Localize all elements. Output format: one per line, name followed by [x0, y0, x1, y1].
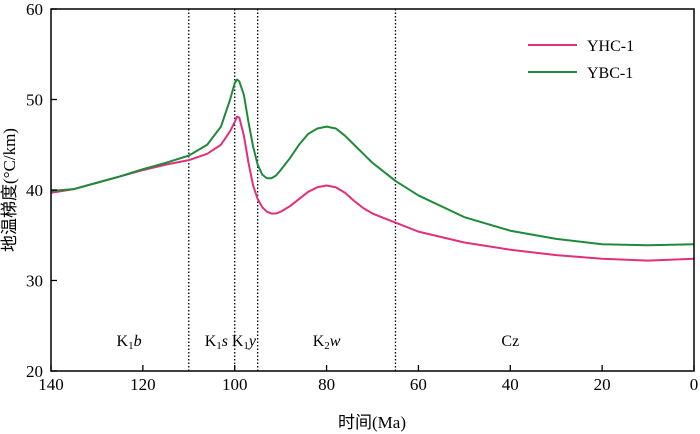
- y-tick-label: 20: [26, 362, 43, 381]
- y-tick-label: 50: [26, 91, 43, 110]
- x-tick-label: 120: [130, 375, 156, 394]
- x-tick-label: 100: [222, 375, 248, 394]
- series-lines: [51, 78, 694, 262]
- y-tick-label: 30: [26, 272, 43, 291]
- y-tick-label: 60: [26, 0, 43, 19]
- x-tick-label: 140: [38, 375, 64, 394]
- legend-label: YHC-1: [587, 38, 634, 55]
- legend-label: YBC-1: [587, 65, 633, 82]
- period-label: K1y: [232, 333, 257, 352]
- y-tick-label: 40: [26, 181, 43, 200]
- boundary-lines: [188, 9, 397, 371]
- x-tick-label: 20: [594, 375, 611, 394]
- series-line-ybc-1: [51, 78, 694, 247]
- period-label: K1s: [205, 333, 228, 352]
- period-label: K2w: [313, 333, 341, 352]
- x-tick-label: 60: [410, 375, 427, 394]
- series-line-yhc-1: [51, 115, 694, 262]
- plot-frame: [50, 8, 695, 372]
- y-axis-label: 地温梯度(°C/km): [0, 128, 19, 252]
- period-label: Cz: [501, 333, 519, 350]
- x-axis-label: 时间(Ma): [338, 413, 406, 432]
- axis-ticks: 140 120 100 80 60 40 20 0 20 30 40 50 60: [26, 0, 698, 394]
- x-tick-label: 0: [690, 375, 699, 394]
- x-tick-label: 80: [318, 375, 335, 394]
- x-tick-label: 40: [502, 375, 519, 394]
- period-label: K1b: [117, 333, 142, 352]
- period-labels: K1b K1s K1y K2w Cz: [117, 333, 520, 352]
- legend: YHC-1 YBC-1: [528, 38, 634, 82]
